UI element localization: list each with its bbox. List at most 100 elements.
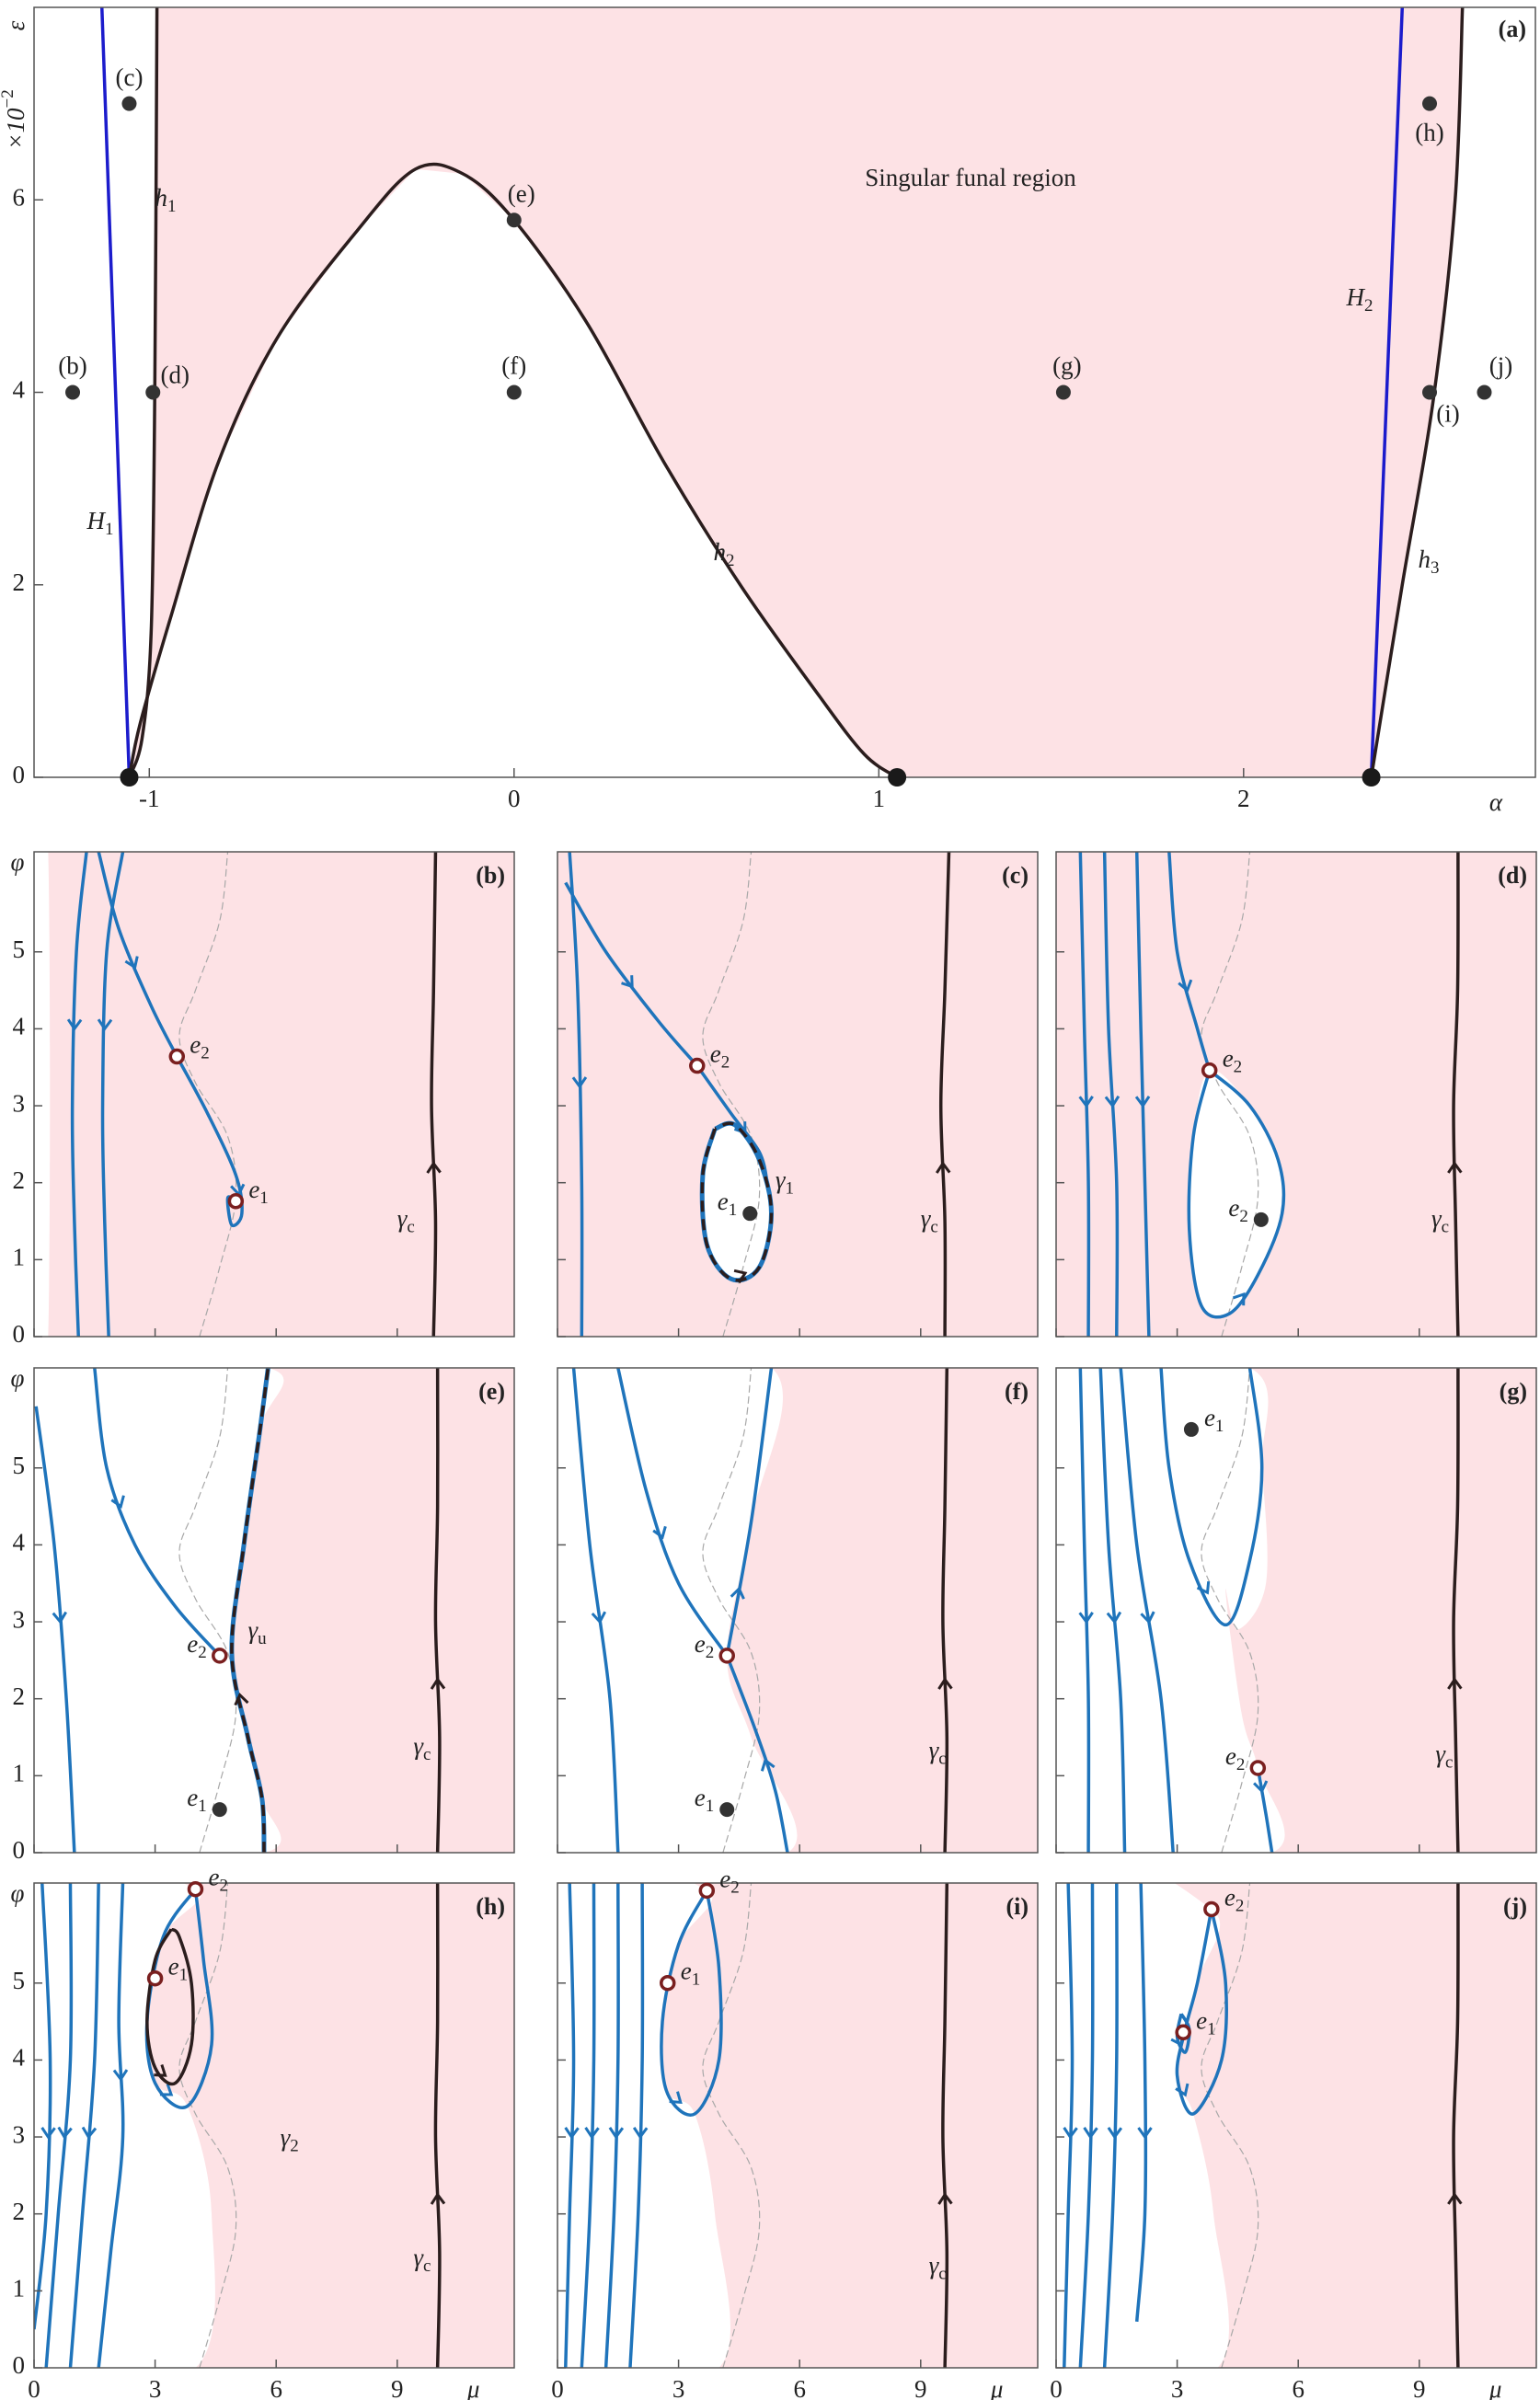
frame xyxy=(33,851,515,1338)
trajectory xyxy=(1175,1909,1228,2116)
equilibrium-label-base: e xyxy=(1223,1045,1234,1073)
arrow xyxy=(110,1495,125,1510)
equilibrium-label-sub: 1 xyxy=(259,1189,269,1208)
trajectory xyxy=(1256,1767,1274,1853)
equilibrium-label: e2 xyxy=(1228,1194,1247,1226)
orbit xyxy=(941,1883,949,2368)
frame xyxy=(33,1367,515,1854)
equilibrium-label-sub: 1 xyxy=(1215,1417,1224,1436)
curve-label: h1 xyxy=(155,184,177,216)
y-tick-label: 2 xyxy=(13,568,26,596)
trajectory xyxy=(1078,1883,1095,2368)
equilibrium xyxy=(212,1648,228,1664)
equilibrium xyxy=(742,1206,758,1222)
curve-label: H1 xyxy=(86,507,114,539)
trajectory xyxy=(725,1368,774,1657)
curve-label-sub: 2 xyxy=(1364,296,1373,316)
x-tick-label: 1 xyxy=(873,785,886,812)
x-tick-label: 9 xyxy=(1413,2375,1426,2400)
region-label: Singular funal region xyxy=(865,164,1076,191)
orbit-label-base: γ xyxy=(1435,1740,1446,1768)
panel-label: (g) xyxy=(1500,1378,1527,1405)
panel-label: (b) xyxy=(476,862,505,889)
trajectory xyxy=(1063,1883,1075,2368)
x-axis-label: μ xyxy=(1488,2375,1502,2400)
point xyxy=(1422,96,1438,111)
equilibrium xyxy=(718,1648,735,1664)
phase-panel xyxy=(557,1883,1038,2368)
region xyxy=(1056,852,1536,1337)
x-tick-label: 9 xyxy=(391,2375,404,2400)
arrow xyxy=(1137,2127,1153,2140)
curve-label-sub: 1 xyxy=(167,197,177,216)
orbit xyxy=(941,1368,949,1853)
equilibrium-label: e1 xyxy=(1204,1404,1224,1436)
equilibrium-label-base: e xyxy=(190,1031,201,1059)
equilibrium-label-base: e xyxy=(1225,1742,1236,1770)
orbit-label-base: γ xyxy=(397,1205,408,1233)
trajectory xyxy=(603,1883,620,2368)
orbit xyxy=(1452,1883,1460,2368)
arrow xyxy=(1447,2192,1463,2205)
equilibrium-label-base: e xyxy=(695,1784,706,1811)
x-tick-label: 0 xyxy=(508,785,521,812)
arrow xyxy=(1196,1580,1211,1595)
point-label: (i) xyxy=(1436,400,1459,428)
trajectory xyxy=(97,1883,125,2368)
x-tick-label: 6 xyxy=(270,2375,282,2400)
y-tick-label: 0 xyxy=(13,1836,26,1864)
arrow xyxy=(234,1692,249,1706)
x-tick-label: 0 xyxy=(1050,2375,1063,2400)
orbit-label-sub: c xyxy=(423,2256,431,2276)
orbit-label: γu xyxy=(247,1616,267,1648)
equilibrium xyxy=(689,1057,706,1074)
x-tick-label: 6 xyxy=(1292,2375,1304,2400)
trajectory xyxy=(1102,1883,1119,2368)
panel-label: (a) xyxy=(1499,16,1526,42)
point xyxy=(1055,385,1071,400)
y-tick-label: 4 xyxy=(13,1529,26,1556)
arrow xyxy=(564,2127,580,2140)
orbit-label-sub: c xyxy=(1445,1753,1453,1773)
orbit-label: γc xyxy=(413,1732,431,1764)
equilibrium-label-sub: 2 xyxy=(721,1053,730,1073)
x-tick-label: 0 xyxy=(28,2375,40,2400)
equilibrium-label-sub: 1 xyxy=(729,1201,738,1221)
equilibrium-label-sub: 1 xyxy=(1207,2020,1216,2039)
orbit-label: γ1 xyxy=(776,1166,794,1199)
curve xyxy=(127,7,159,777)
equilibrium xyxy=(719,1802,735,1818)
white-region xyxy=(34,1368,284,1853)
trajectory xyxy=(1159,1368,1264,1627)
y-tick-label: 5 xyxy=(13,1967,26,1994)
nullcline xyxy=(178,1368,237,1853)
orbit xyxy=(433,1368,442,1853)
equilibrium xyxy=(227,1193,245,1210)
frame xyxy=(557,851,1039,1338)
equilibrium-label-sub: 2 xyxy=(1235,1897,1245,1916)
orbit-label-sub: 1 xyxy=(786,1179,795,1199)
arrow xyxy=(1447,1161,1463,1174)
orbit-label-sub: c xyxy=(938,1750,946,1769)
arrow xyxy=(1175,2083,1189,2097)
trajectory xyxy=(100,852,125,1337)
orbit-label-base: γ xyxy=(413,2244,424,2271)
equilibrium xyxy=(212,1802,227,1818)
equilibrium xyxy=(1249,1760,1267,1776)
point-label: (e) xyxy=(508,179,535,207)
x-tick-label: 0 xyxy=(551,2375,564,2400)
orbit-label-sub: c xyxy=(407,1218,414,1237)
arrow xyxy=(1253,1780,1269,1794)
point-label: (b) xyxy=(58,352,86,380)
x-axis-label: μ xyxy=(466,2375,480,2400)
trajectory xyxy=(1134,852,1151,1337)
arrow xyxy=(937,1677,953,1690)
curve-label-sub: 1 xyxy=(105,520,114,539)
y-tick-label: 1 xyxy=(13,2275,26,2302)
equilibrium-label-sub: 2 xyxy=(198,1643,207,1662)
point-label: (h) xyxy=(1415,119,1443,146)
orbit-label: γ2 xyxy=(281,2124,299,2156)
equilibrium-label-base: e xyxy=(168,1953,179,1981)
equilibrium-label-base: e xyxy=(695,1630,706,1658)
